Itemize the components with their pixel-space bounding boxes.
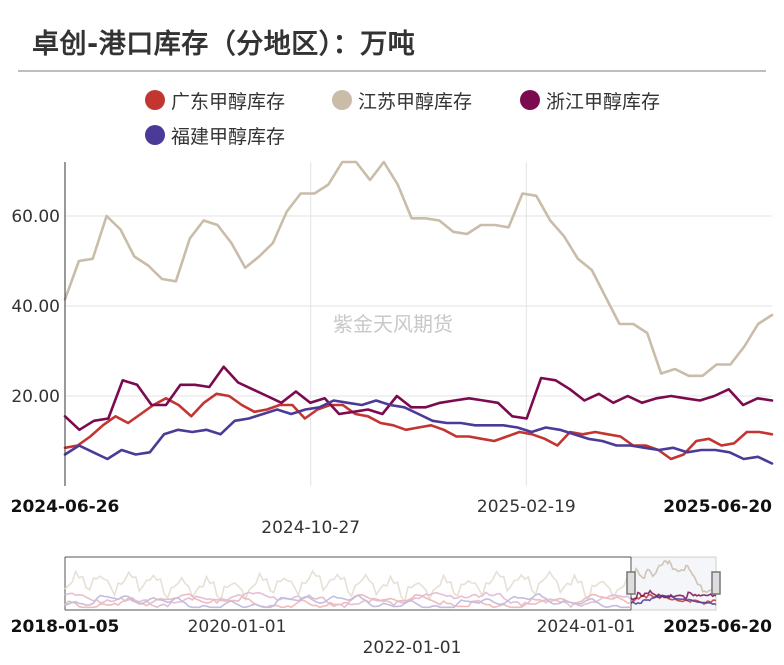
series-line-fujian [63,399,774,465]
series-line-zhejiang [63,365,774,432]
datazoom-handle [626,571,636,595]
legend-marker [520,90,540,110]
legend: 广东甲醇库存 江苏甲醇库存 浙江甲醇库存 福建甲醇库存 [0,84,784,154]
legend-item-guangdong[interactable]: 广东甲醇库存 [145,86,285,114]
datazoom-handle [711,571,721,595]
legend-marker [145,125,165,145]
y-axis-ticks: 20.00 40.00 60.00 [11,207,60,407]
legend-label: 江苏甲醇库存 [358,90,473,113]
x-tick-label: 2024-10-27 [261,518,360,538]
datazoom-end-label: 2025-06-20 [663,617,772,637]
y-tick-label: 40.00 [11,297,60,317]
datazoom-preview-line [630,559,717,593]
chart-title: 卓创-港口库存（分地区）：万吨 [32,29,416,60]
legend-marker [145,90,165,110]
legend-label: 福建甲醇库存 [171,125,286,148]
legend-item-jiangsu[interactable]: 江苏甲醇库存 [332,86,472,114]
y-tick-label: 20.00 [11,387,60,407]
datazoom-history-line [64,593,632,609]
legend-item-fujian[interactable]: 福建甲醇库存 [145,121,285,149]
y-tick-label: 60.00 [11,207,60,227]
datazoom-history-line [64,593,631,609]
datazoom-preview-line [630,594,717,606]
title-divider [18,70,766,72]
datazoom-history-line [64,569,632,604]
datazoom-tick-label: 2024-01-01 [537,617,636,637]
series-line-jiangsu [63,160,774,378]
series-lines [63,160,774,465]
datazoom-tick-label: 2020-01-01 [188,617,287,637]
x-tick-label: 2025-06-20 [663,497,772,517]
datazoom-tick-label: 2022-01-01 [363,638,462,658]
x-tick-label: 2024-06-26 [11,497,120,517]
datazoom-slider: 2018-01-05 2020-01-01 2024-01-01 2022-01-01… [11,556,772,658]
datazoom-selected-range [631,557,716,610]
watermark: 紫金天风期货 [333,312,453,336]
legend-label: 浙江甲醇库存 [546,90,661,113]
datazoom-start-label: 2018-01-05 [11,617,120,637]
x-tick-label: 2025-02-19 [477,497,576,517]
legend-item-zhejiang[interactable]: 浙江甲醇库存 [520,86,660,114]
legend-label: 广东甲醇库存 [171,90,286,113]
legend-marker [332,90,352,110]
x-axis-ticks: 2024-06-26 2024-10-27 2025-02-19 2025-06-20 [11,497,773,538]
